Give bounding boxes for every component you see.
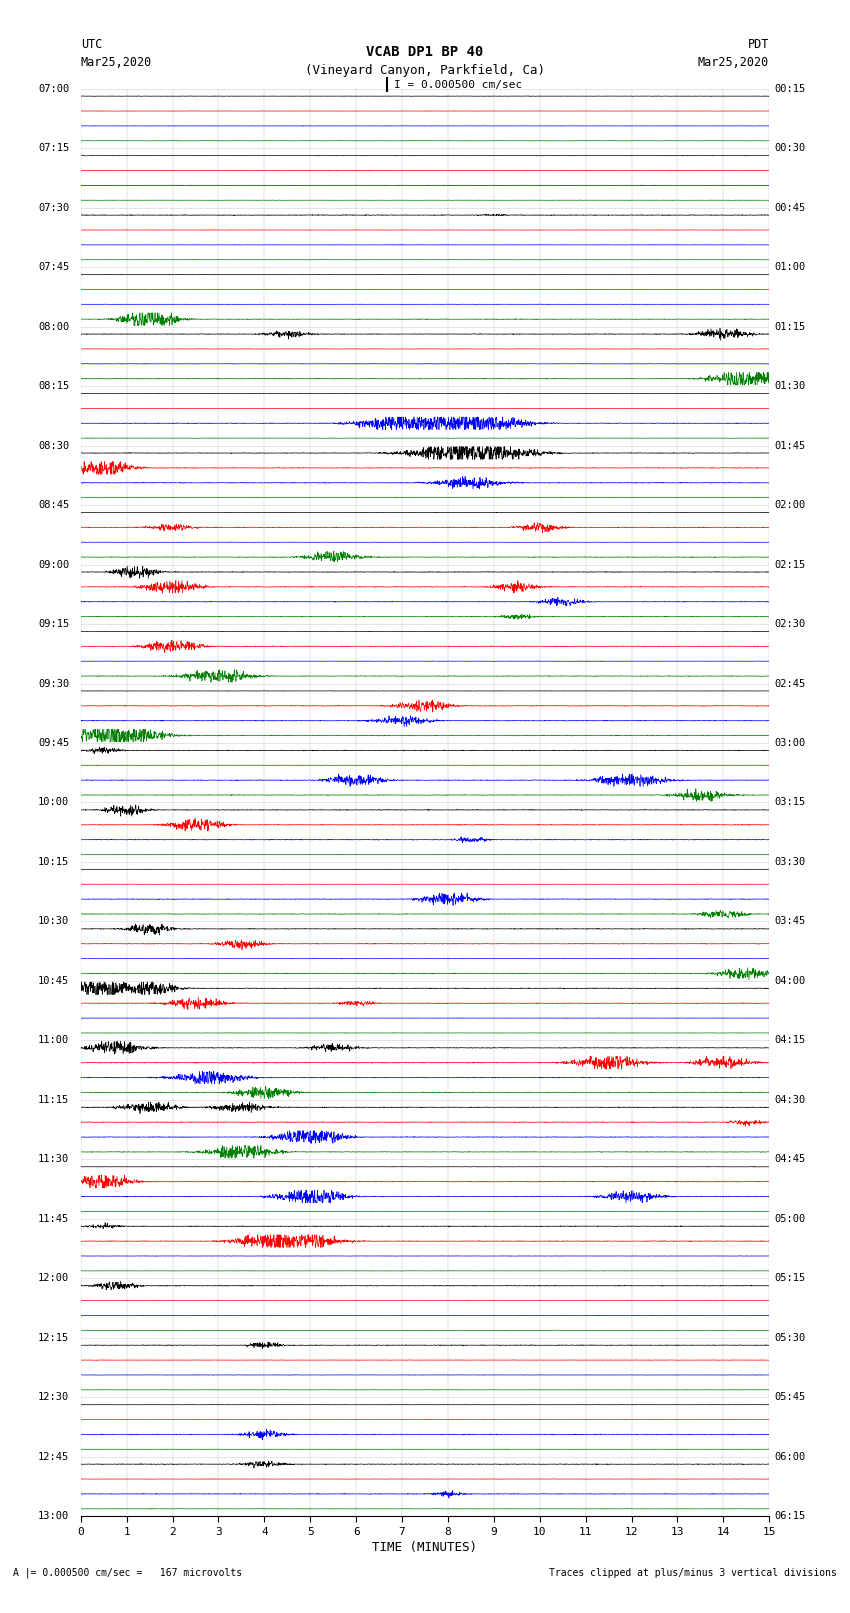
Text: 05:00: 05:00 xyxy=(774,1215,806,1224)
Text: 02:45: 02:45 xyxy=(774,679,806,689)
Text: 01:45: 01:45 xyxy=(774,440,806,450)
Text: 07:15: 07:15 xyxy=(38,144,70,153)
Text: 07:30: 07:30 xyxy=(38,203,70,213)
Text: 08:00: 08:00 xyxy=(38,321,70,332)
Text: 00:45: 00:45 xyxy=(774,203,806,213)
Text: 10:00: 10:00 xyxy=(38,797,70,808)
Text: 04:00: 04:00 xyxy=(774,976,806,986)
Text: 02:15: 02:15 xyxy=(774,560,806,569)
Text: 05:45: 05:45 xyxy=(774,1392,806,1402)
Text: 11:45: 11:45 xyxy=(38,1215,70,1224)
Text: 02:00: 02:00 xyxy=(774,500,806,510)
Text: 03:15: 03:15 xyxy=(774,797,806,808)
Text: 01:00: 01:00 xyxy=(774,263,806,273)
Text: Mar25,2020: Mar25,2020 xyxy=(81,56,152,69)
Text: 10:45: 10:45 xyxy=(38,976,70,986)
Text: 03:00: 03:00 xyxy=(774,739,806,748)
Text: 00:15: 00:15 xyxy=(774,84,806,94)
Text: 07:45: 07:45 xyxy=(38,263,70,273)
Text: 08:15: 08:15 xyxy=(38,381,70,390)
Text: 02:30: 02:30 xyxy=(774,619,806,629)
Text: 09:15: 09:15 xyxy=(38,619,70,629)
Text: 05:30: 05:30 xyxy=(774,1332,806,1342)
Text: 12:30: 12:30 xyxy=(38,1392,70,1402)
Text: 09:00: 09:00 xyxy=(38,560,70,569)
Text: 12:15: 12:15 xyxy=(38,1332,70,1342)
Text: 00:30: 00:30 xyxy=(774,144,806,153)
Text: 11:00: 11:00 xyxy=(38,1036,70,1045)
Text: 06:00: 06:00 xyxy=(774,1452,806,1461)
Text: Mar25,2020: Mar25,2020 xyxy=(698,56,769,69)
X-axis label: TIME (MINUTES): TIME (MINUTES) xyxy=(372,1540,478,1553)
Text: A |= 0.000500 cm/sec =   167 microvolts: A |= 0.000500 cm/sec = 167 microvolts xyxy=(13,1566,242,1578)
Text: 10:30: 10:30 xyxy=(38,916,70,926)
Text: 04:15: 04:15 xyxy=(774,1036,806,1045)
Text: 11:15: 11:15 xyxy=(38,1095,70,1105)
Text: 11:30: 11:30 xyxy=(38,1155,70,1165)
Text: 05:15: 05:15 xyxy=(774,1273,806,1284)
Text: 04:30: 04:30 xyxy=(774,1095,806,1105)
Text: VCAB DP1 BP 40: VCAB DP1 BP 40 xyxy=(366,45,484,58)
Text: 07:00: 07:00 xyxy=(38,84,70,94)
Text: 13:00: 13:00 xyxy=(38,1511,70,1521)
Text: I = 0.000500 cm/sec: I = 0.000500 cm/sec xyxy=(394,79,522,90)
Text: 04:45: 04:45 xyxy=(774,1155,806,1165)
Text: 08:45: 08:45 xyxy=(38,500,70,510)
Text: 12:00: 12:00 xyxy=(38,1273,70,1284)
Text: 12:45: 12:45 xyxy=(38,1452,70,1461)
Text: 01:15: 01:15 xyxy=(774,321,806,332)
Text: 09:30: 09:30 xyxy=(38,679,70,689)
Text: UTC: UTC xyxy=(81,37,102,50)
Text: 06:15: 06:15 xyxy=(774,1511,806,1521)
Text: 03:30: 03:30 xyxy=(774,857,806,866)
Text: 09:45: 09:45 xyxy=(38,739,70,748)
Text: PDT: PDT xyxy=(748,37,769,50)
Text: Traces clipped at plus/minus 3 vertical divisions: Traces clipped at plus/minus 3 vertical … xyxy=(549,1568,837,1578)
Text: (Vineyard Canyon, Parkfield, Ca): (Vineyard Canyon, Parkfield, Ca) xyxy=(305,65,545,77)
Text: 01:30: 01:30 xyxy=(774,381,806,390)
Text: 03:45: 03:45 xyxy=(774,916,806,926)
Text: 08:30: 08:30 xyxy=(38,440,70,450)
Text: 10:15: 10:15 xyxy=(38,857,70,866)
